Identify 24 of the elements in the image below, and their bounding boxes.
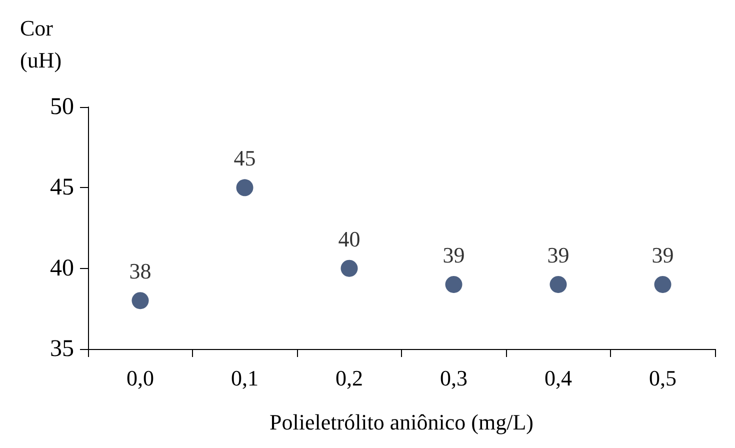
x-tick-label: 0,5 bbox=[649, 366, 676, 390]
point bbox=[132, 292, 149, 310]
data-label: 39 bbox=[547, 242, 570, 268]
data-label: 39 bbox=[652, 242, 674, 268]
data-label: 40 bbox=[338, 226, 360, 252]
point bbox=[340, 260, 358, 277]
y-axis-title: Cor (uH) bbox=[20, 16, 62, 72]
point bbox=[236, 179, 254, 196]
y-tick-label: 40 bbox=[50, 255, 74, 282]
point bbox=[654, 276, 672, 293]
y-tick-label: 35 bbox=[50, 336, 74, 362]
x-tick-label: 0,4 bbox=[544, 366, 572, 390]
y-tick-label: 50 bbox=[50, 94, 74, 120]
y-tick-label: 45 bbox=[50, 174, 74, 201]
data-label: 39 bbox=[442, 242, 465, 268]
point bbox=[550, 276, 567, 293]
data-label: 45 bbox=[234, 146, 256, 171]
x-tick-label: 0,0 bbox=[126, 366, 154, 390]
data-label: 38 bbox=[129, 258, 152, 284]
x-tick-label: 0,2 bbox=[336, 366, 363, 390]
x-tick-label: 0,1 bbox=[231, 366, 258, 390]
x-tick-label: 0,3 bbox=[440, 366, 468, 390]
point bbox=[445, 276, 462, 293]
x-axis-title: Polieletrólito aniônico (mg/L) bbox=[270, 410, 534, 434]
